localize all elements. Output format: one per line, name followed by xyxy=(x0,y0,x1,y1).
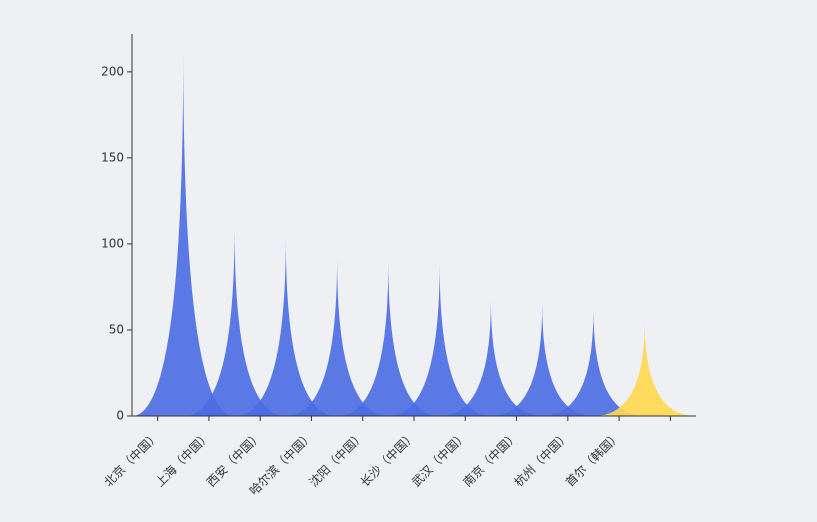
spike xyxy=(183,226,286,416)
spike xyxy=(285,257,389,416)
spike xyxy=(542,309,645,416)
spike xyxy=(439,300,543,416)
y-tick-label: 200 xyxy=(101,64,124,78)
spike xyxy=(388,262,491,416)
spike xyxy=(490,304,594,416)
y-tick-label: 50 xyxy=(109,322,124,336)
y-tick-label: 0 xyxy=(116,409,124,423)
spike xyxy=(593,321,696,416)
spike xyxy=(132,51,235,416)
y-tick-label: 150 xyxy=(101,150,124,164)
x-tick-label: 首尔（韩国） xyxy=(562,428,624,490)
spike xyxy=(234,237,338,416)
y-tick-label: 100 xyxy=(101,236,124,250)
spike xyxy=(337,261,440,416)
